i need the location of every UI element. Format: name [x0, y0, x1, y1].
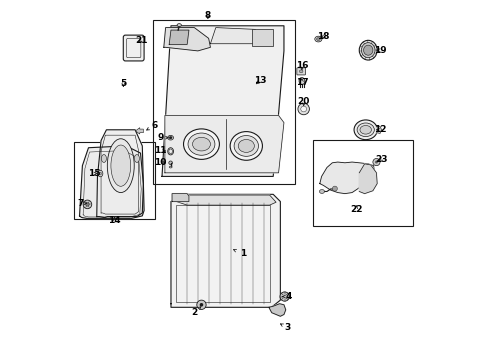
Polygon shape [359, 164, 376, 194]
Polygon shape [319, 162, 373, 194]
Text: 10: 10 [154, 158, 166, 167]
Ellipse shape [99, 172, 101, 175]
Polygon shape [164, 116, 284, 173]
Circle shape [199, 303, 203, 307]
Polygon shape [80, 146, 144, 219]
Ellipse shape [299, 70, 303, 73]
Ellipse shape [298, 77, 304, 85]
Circle shape [374, 161, 377, 163]
Circle shape [83, 200, 92, 209]
Text: 13: 13 [254, 76, 266, 85]
Text: 11: 11 [154, 146, 166, 155]
Polygon shape [169, 30, 188, 44]
Circle shape [300, 106, 306, 112]
FancyBboxPatch shape [296, 68, 305, 75]
Polygon shape [268, 304, 285, 316]
Ellipse shape [107, 139, 134, 193]
Polygon shape [172, 194, 188, 202]
Text: 16: 16 [295, 61, 307, 70]
Circle shape [280, 292, 289, 301]
Polygon shape [376, 126, 381, 134]
Text: 2: 2 [191, 307, 201, 317]
FancyBboxPatch shape [123, 35, 144, 61]
Text: 17: 17 [295, 78, 307, 87]
FancyArrow shape [135, 128, 143, 134]
Ellipse shape [238, 139, 254, 152]
Text: 19: 19 [373, 46, 386, 55]
Ellipse shape [98, 170, 102, 177]
Ellipse shape [187, 133, 214, 155]
Polygon shape [163, 28, 210, 51]
Ellipse shape [134, 154, 139, 162]
Text: 20: 20 [297, 97, 309, 106]
Ellipse shape [101, 154, 106, 162]
Ellipse shape [319, 189, 324, 193]
Ellipse shape [169, 136, 172, 139]
Ellipse shape [177, 24, 181, 27]
Text: 23: 23 [374, 155, 387, 164]
Circle shape [332, 186, 337, 191]
Bar [251, 30, 273, 45]
Ellipse shape [314, 36, 321, 42]
Text: 15: 15 [88, 169, 101, 178]
Text: 22: 22 [349, 205, 362, 214]
Polygon shape [97, 130, 143, 218]
Ellipse shape [359, 40, 376, 60]
Ellipse shape [111, 145, 130, 186]
Ellipse shape [169, 166, 172, 168]
Text: 6: 6 [146, 121, 157, 130]
Ellipse shape [361, 42, 374, 58]
Polygon shape [162, 26, 284, 176]
Ellipse shape [353, 120, 377, 140]
Text: 4: 4 [282, 292, 291, 301]
Ellipse shape [168, 161, 172, 165]
Text: 21: 21 [135, 36, 147, 45]
Ellipse shape [230, 132, 262, 160]
Circle shape [85, 203, 89, 206]
Ellipse shape [183, 129, 219, 159]
Ellipse shape [363, 45, 372, 55]
Text: 3: 3 [280, 323, 290, 332]
Text: 5: 5 [120, 79, 126, 88]
Polygon shape [176, 195, 276, 205]
Ellipse shape [192, 137, 210, 151]
Ellipse shape [356, 123, 373, 136]
Ellipse shape [359, 126, 371, 134]
Circle shape [196, 300, 206, 310]
Text: 7: 7 [77, 199, 86, 208]
Text: 9: 9 [157, 133, 168, 142]
Bar [74, 141, 155, 219]
Text: 18: 18 [317, 32, 329, 41]
Circle shape [372, 158, 379, 166]
Text: 14: 14 [108, 216, 121, 225]
Ellipse shape [167, 135, 173, 140]
Bar [313, 140, 412, 226]
Bar [176, 205, 269, 302]
Polygon shape [210, 28, 255, 44]
Text: 1: 1 [233, 249, 245, 258]
Polygon shape [171, 194, 280, 307]
Circle shape [297, 103, 309, 115]
Text: 8: 8 [204, 11, 211, 20]
Bar [153, 21, 294, 184]
Ellipse shape [316, 38, 320, 41]
Text: 12: 12 [374, 125, 386, 134]
Ellipse shape [234, 135, 258, 156]
